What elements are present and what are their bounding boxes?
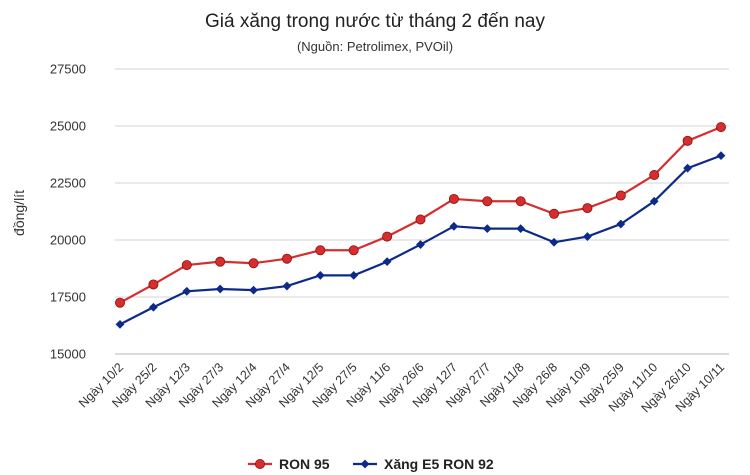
- y-tick-label: 20000: [50, 233, 86, 248]
- data-point: [148, 302, 158, 312]
- legend-item: Xăng E5 RON 92: [353, 456, 494, 472]
- data-point: [115, 319, 125, 329]
- data-point: [448, 193, 459, 204]
- data-point: [282, 281, 292, 291]
- data-point: [416, 240, 425, 249]
- y-tick-label: 27500: [50, 62, 86, 77]
- chart-title: Giá xăng trong nước từ tháng 2 đến nay: [205, 11, 545, 32]
- y-tick-label: 22500: [50, 176, 86, 191]
- data-point: [682, 135, 693, 146]
- data-point: [615, 190, 626, 201]
- legend-marker: [360, 459, 370, 469]
- data-point: [616, 219, 626, 229]
- data-point: [583, 232, 592, 241]
- data-point: [315, 270, 325, 280]
- data-point: [349, 270, 359, 280]
- y-tick-label: 15000: [50, 347, 86, 362]
- data-point: [382, 231, 393, 242]
- y-tick-label: 25000: [50, 119, 86, 134]
- data-point: [181, 260, 192, 271]
- data-point: [382, 257, 392, 267]
- data-point: [649, 196, 659, 206]
- data-point: [482, 196, 493, 207]
- grid-lines: [115, 68, 729, 355]
- data-point: [215, 284, 225, 294]
- legend-label: Xăng E5 RON 92: [384, 456, 494, 472]
- data-point: [549, 208, 560, 219]
- data-point: [148, 279, 159, 290]
- legend: RON 95 Xăng E5 RON 92: [248, 456, 494, 472]
- data-point: [716, 122, 727, 133]
- data-point: [649, 170, 660, 181]
- data-point: [482, 224, 492, 233]
- data-point: [248, 258, 259, 269]
- chart-subtitle: (Nguồn: Petrolimex, PVOil): [297, 39, 453, 54]
- data-point: [449, 221, 459, 231]
- data-point: [515, 196, 526, 207]
- data-point: [281, 253, 292, 264]
- series-lines: [115, 122, 727, 329]
- data-point: [315, 245, 326, 256]
- legend-item: RON 95: [248, 456, 330, 472]
- y-tick-labels: 15000 17500 20000 22500 25000 27500: [50, 62, 86, 362]
- data-point: [683, 163, 693, 173]
- y-tick-label: 17500: [50, 290, 86, 305]
- data-point: [249, 285, 258, 295]
- data-point: [582, 203, 593, 214]
- data-point: [215, 256, 226, 267]
- y-axis-label: đồng/lít: [11, 190, 27, 236]
- data-point: [549, 237, 559, 247]
- legend-marker: [254, 458, 265, 469]
- data-point: [716, 151, 726, 161]
- data-point: [348, 245, 359, 256]
- legend-label: RON 95: [279, 456, 330, 472]
- data-point: [115, 297, 126, 308]
- data-point: [415, 214, 426, 225]
- data-point: [182, 286, 192, 296]
- data-point: [516, 224, 526, 233]
